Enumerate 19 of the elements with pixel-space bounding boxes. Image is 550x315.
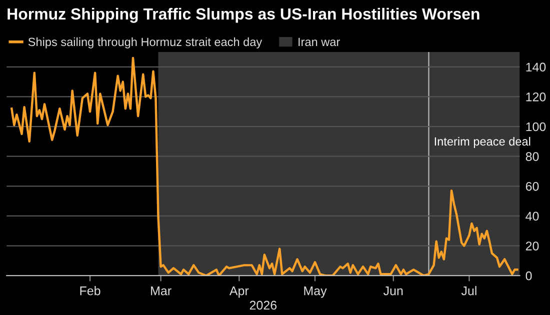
- x-tick-label: Jun: [383, 286, 403, 296]
- x-tick-label: Mar: [151, 286, 172, 296]
- ref-line-label: Interim peace deal: [434, 136, 530, 148]
- x-tick-label: May: [304, 286, 327, 298]
- y-tick-label: 80: [526, 152, 539, 161]
- y-tick-label: 0: [526, 271, 532, 280]
- y-tick-label: 60: [526, 182, 539, 191]
- x-axis-title: 2026: [250, 300, 277, 310]
- chart-title: Hormuz Shipping Traffic Slumps as US-Iran Hostilities Worsen: [8, 8, 480, 23]
- y-tick-label: 100: [526, 122, 546, 132]
- x-tick-label: Jul: [461, 286, 476, 296]
- legend-label: Ships sailing through Hormuz strait each day: [28, 37, 262, 48]
- legend-label: Iran war: [298, 38, 340, 46]
- x-tick-label: Apr: [229, 286, 249, 298]
- x-tick-label: Feb: [80, 286, 100, 296]
- y-tick-label: 40: [526, 212, 539, 221]
- y-tick-label: 140: [526, 62, 546, 72]
- y-tick-label: 20: [526, 242, 539, 250]
- y-tick-label: 120: [526, 92, 546, 102]
